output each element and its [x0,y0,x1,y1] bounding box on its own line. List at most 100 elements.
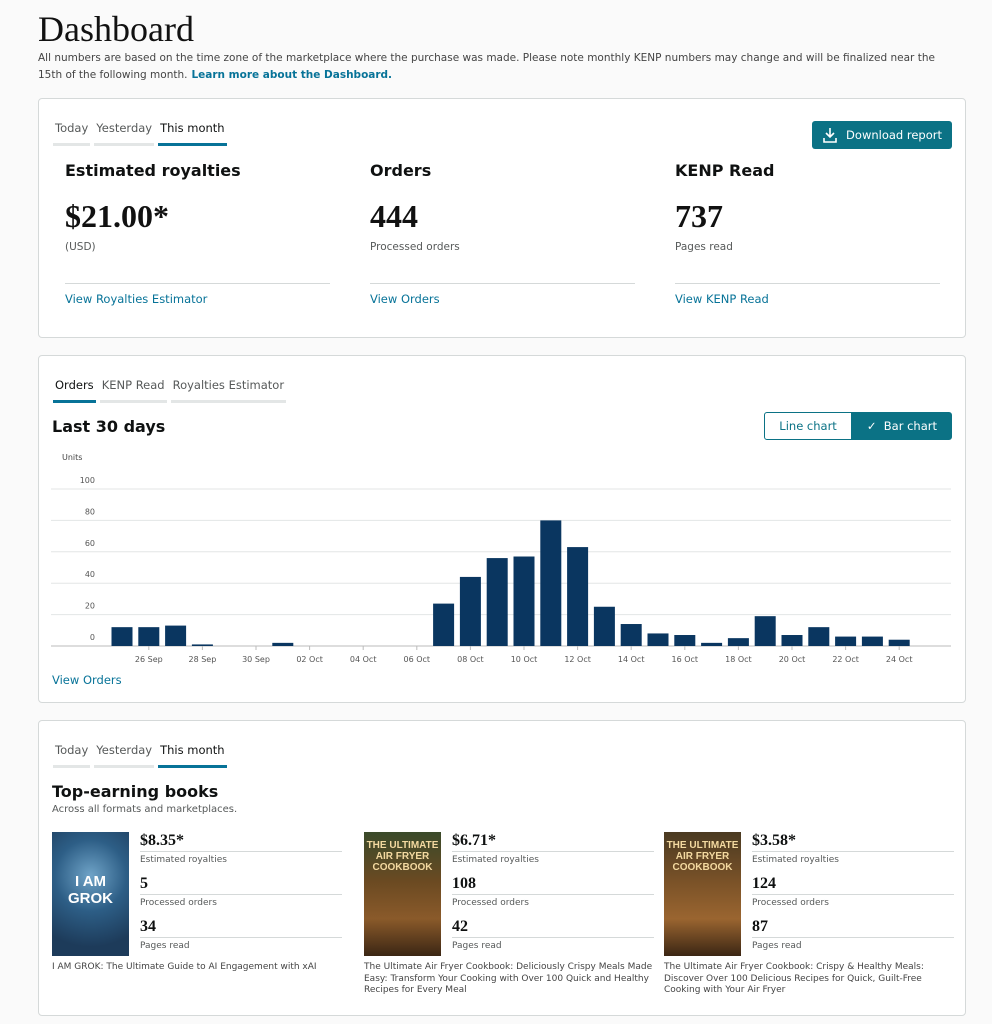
metric-title: KENP Read [675,161,775,180]
bar-12-Oct[interactable] [567,547,589,646]
line-chart-button[interactable]: Line chart [764,412,852,440]
metric-orders: Orders 444 Processed orders View Orders [370,161,635,306]
stat-label: Estimated royalties [140,855,227,865]
cover-title: THE ULTIMATE AIR FRYER COOKBOOK [666,840,739,873]
x-tick-label: 28 Sep [188,655,216,664]
chart-panel: Orders KENP Read Royalties Estimator Las… [38,355,966,703]
page-title: Dashboard [38,9,194,49]
bar-01-Oct[interactable] [272,642,294,646]
metric-kenp: KENP Read 737 Pages read View KENP Read [675,161,940,306]
view-royalties-estimator-link[interactable]: View Royalties Estimator [65,292,208,306]
x-tick-label: 12 Oct [564,655,591,664]
tab-orders[interactable]: Orders [53,378,96,403]
tab-this-month[interactable]: This month [158,121,227,146]
bar-23-Oct[interactable] [861,636,883,646]
download-icon [823,128,837,143]
bar-10-Oct[interactable] [513,556,535,646]
book-orders: 108 [452,875,654,895]
bar-15-Oct[interactable] [647,633,669,646]
top-books-title: Top-earning books [52,782,219,801]
stat-label: Processed orders [452,898,529,908]
book-title[interactable]: I AM GROK: The Ultimate Guide to AI Enga… [52,962,317,972]
chart-title: Last 30 days [52,417,166,436]
book-orders: 5 [140,875,342,895]
tab-yesterday[interactable]: Yesterday [94,121,155,146]
summary-tabs: Today Yesterday This month [53,121,227,146]
x-tick-label: 08 Oct [457,655,484,664]
summary-panel: Today Yesterday This month Download repo… [38,98,966,338]
y-tick-label: 80 [85,507,95,516]
bar-09-Oct[interactable] [486,558,508,646]
y-axis-label: Units [62,453,82,462]
book-cover[interactable]: THE ULTIMATE AIR FRYER COOKBOOK [664,832,741,956]
top-books-subtitle: Across all formats and marketplaces. [52,804,238,815]
metric-sub: (USD) [65,241,96,253]
bar-24-Oct[interactable] [888,639,910,646]
view-orders-chart-link[interactable]: View Orders [52,673,122,687]
bar-17-Oct[interactable] [701,642,723,646]
tab-this-month[interactable]: This month [158,743,227,768]
stat-label: Pages read [752,941,802,951]
y-tick-label: 60 [85,539,95,548]
tab-royalties-estimator[interactable]: Royalties Estimator [170,378,287,403]
stat-label: Estimated royalties [452,855,539,865]
divider [675,283,940,284]
book-pages: 42 [452,918,654,938]
bar-26-Sep[interactable] [138,627,160,646]
book-title[interactable]: The Ultimate Air Fryer Cookbook: Delicio… [364,962,653,995]
metric-title: Estimated royalties [65,161,241,180]
book-royalties: $6.71* [452,832,654,852]
book-orders: 124 [752,875,954,895]
view-kenp-link[interactable]: View KENP Read [675,292,769,306]
view-orders-link[interactable]: View Orders [370,292,440,306]
book-cover[interactable]: I AM GROK [52,832,129,956]
book-title[interactable]: The Ultimate Air Fryer Cookbook: Crispy … [664,962,924,995]
metric-sub: Pages read [675,241,733,253]
x-tick-label: 10 Oct [511,655,538,664]
x-tick-label: 24 Oct [886,655,913,664]
bar-19-Oct[interactable] [754,616,776,646]
top-books-panel: Today Yesterday This month Top-earning b… [38,720,966,1016]
bar-18-Oct[interactable] [727,638,749,646]
divider [65,283,330,284]
book-stats: $8.35* Estimated royalties 5 Processed ord… [140,832,342,961]
bar-13-Oct[interactable] [593,606,615,646]
check-icon: ✓ [866,419,884,433]
bar-20-Oct[interactable] [781,635,803,646]
book-stats: $6.71* Estimated royalties 108 Processed o… [452,832,654,961]
x-tick-label: 16 Oct [672,655,699,664]
metric-value: 444 [370,198,418,234]
bar-07-Oct[interactable] [433,603,455,646]
tab-kenp-read[interactable]: KENP Read [99,378,167,403]
y-tick-label: 20 [85,602,95,611]
bar-16-Oct[interactable] [674,635,696,646]
tab-today[interactable]: Today [53,743,91,768]
bar-08-Oct[interactable] [459,576,481,646]
bar-25-Sep[interactable] [111,627,133,646]
x-tick-label: 18 Oct [725,655,752,664]
books-tabs: Today Yesterday This month [53,743,227,768]
stat-label: Estimated royalties [752,855,839,865]
bar-28-Sep[interactable] [191,644,213,646]
book-royalties: $8.35* [140,832,342,852]
bar-chart-label: Bar chart [883,419,937,433]
metric-royalties: Estimated royalties $21.00* (USD) View R… [65,161,330,306]
tab-today[interactable]: Today [53,121,91,146]
bar-chart-button[interactable]: ✓ Bar chart [851,412,952,440]
stat-label: Pages read [452,941,502,951]
bar-21-Oct[interactable] [808,627,830,646]
book-cover[interactable]: THE ULTIMATE AIR FRYER COOKBOOK [364,832,441,956]
stat-label: Processed orders [140,898,217,908]
metric-title: Orders [370,161,432,180]
metric-value: $21.00* [65,198,169,234]
tab-yesterday[interactable]: Yesterday [94,743,155,768]
chart-tabs: Orders KENP Read Royalties Estimator [53,378,287,403]
book-pages: 87 [752,918,954,938]
bar-27-Sep[interactable] [165,625,187,646]
bar-14-Oct[interactable] [620,624,642,646]
bar-22-Oct[interactable] [835,636,857,646]
download-report-button[interactable]: Download report [812,121,952,149]
x-tick-label: 04 Oct [350,655,377,664]
bar-11-Oct[interactable] [540,520,562,646]
learn-more-link[interactable]: Learn more about the Dashboard. [191,69,393,81]
